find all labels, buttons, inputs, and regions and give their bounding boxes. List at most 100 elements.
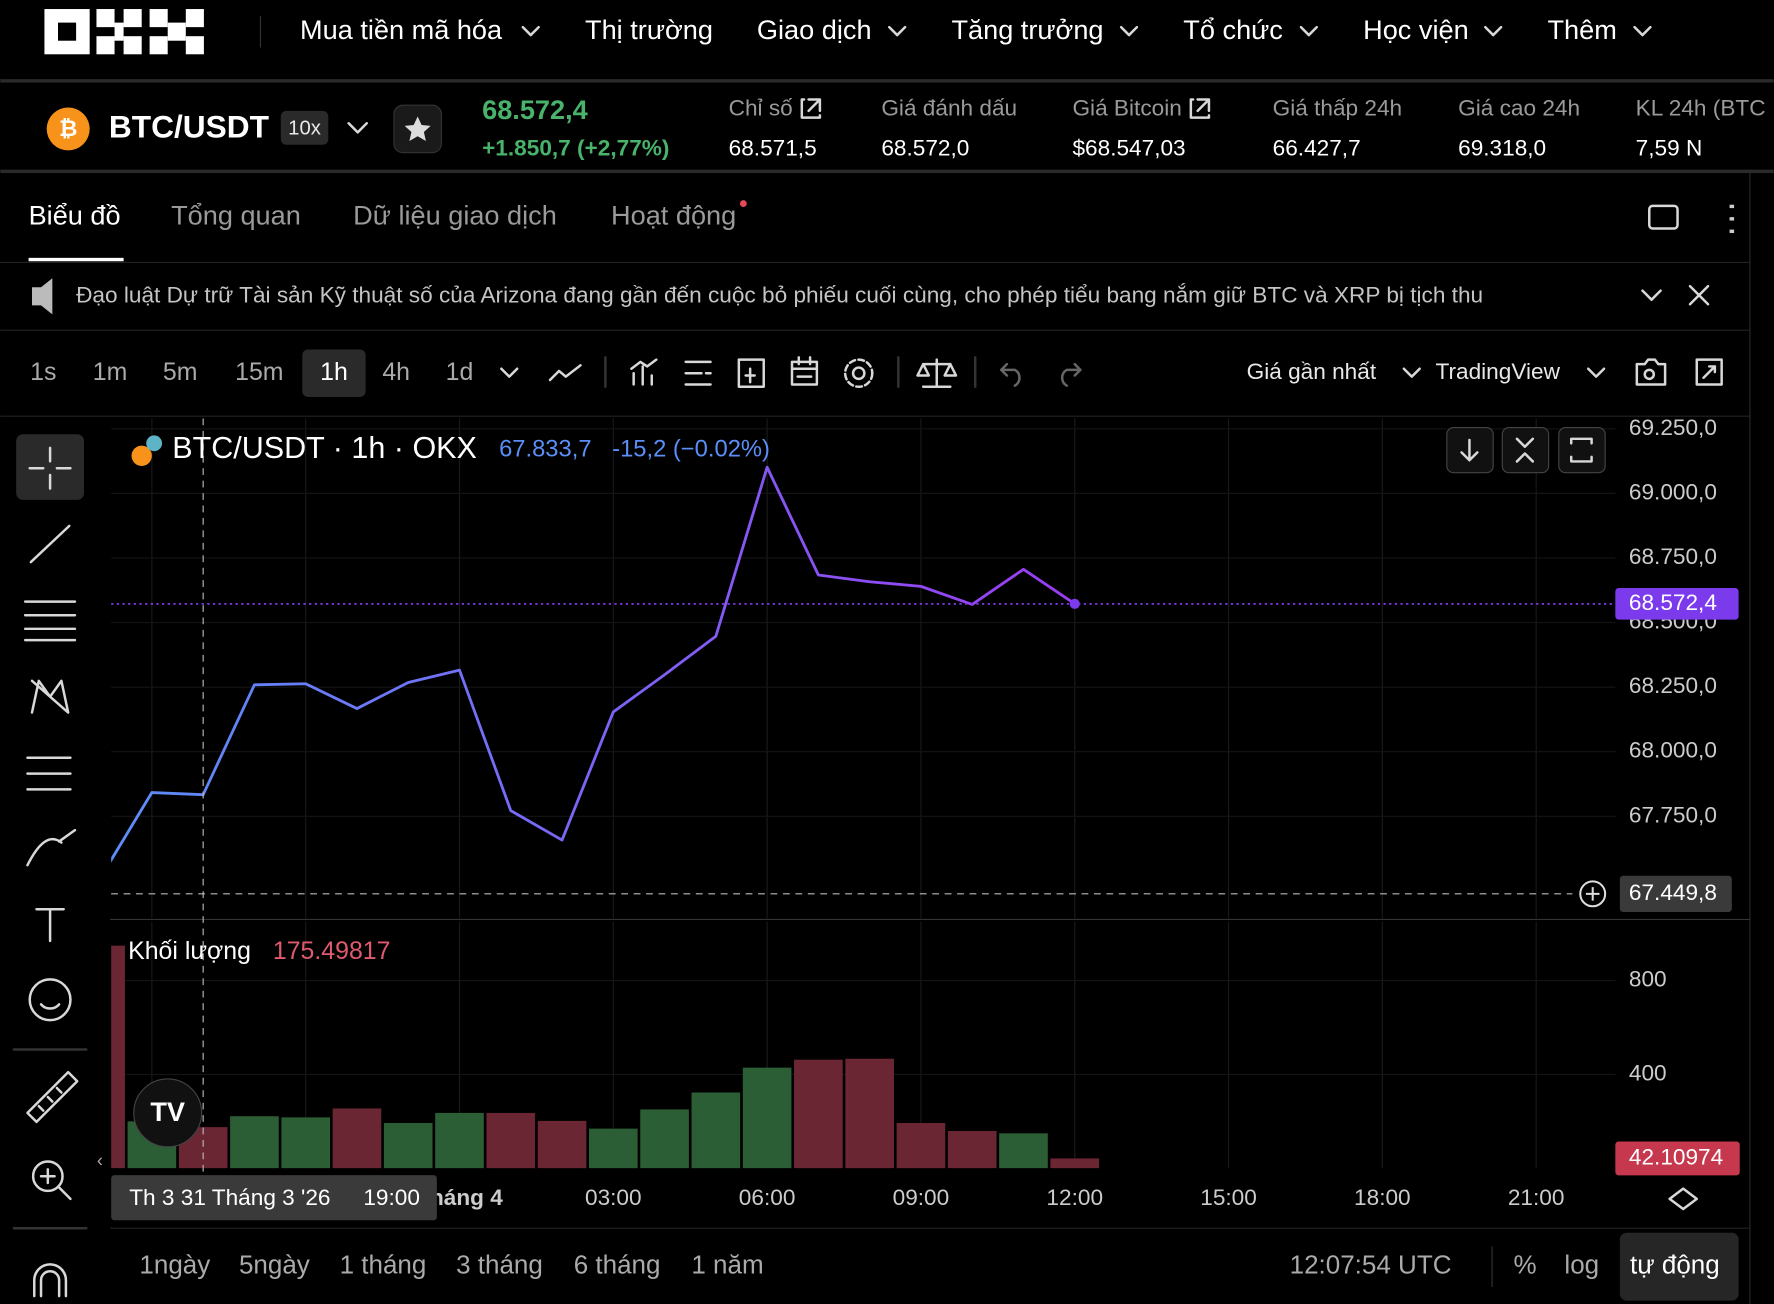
range[interactable]: 5ngày [239, 1250, 310, 1280]
pair-dropdown[interactable] [347, 122, 369, 134]
tradingview-logo[interactable] [133, 1078, 203, 1148]
x-tick-label: 03:00 [585, 1185, 642, 1210]
range[interactable]: 1ngày [139, 1250, 210, 1280]
crosshair-tool[interactable] [28, 446, 72, 490]
announcement[interactable]: Đạo luật Dự trữ Tài sản Kỹ thuật số của … [76, 282, 1483, 307]
external-link[interactable] [1189, 98, 1211, 119]
text-tool[interactable] [35, 908, 65, 943]
screenshot-lens [1643, 368, 1656, 381]
emoji-tool[interactable] [28, 978, 72, 1022]
chart-tools [548, 356, 1082, 389]
price-source[interactable]: Giá gần nhất [1247, 359, 1377, 384]
nav-item[interactable]: Tổ chức [1183, 14, 1283, 45]
price-source-dropdown[interactable] [1402, 367, 1421, 378]
legend-icon [131, 445, 152, 466]
close-announcement[interactable] [1688, 284, 1710, 306]
screenshot[interactable] [1635, 358, 1667, 386]
legend-change: -15,2 (−0.02%) [612, 435, 770, 462]
nav: Mua tiền mã hóa Thị trường Giao dịch Tăng t… [300, 14, 1652, 45]
volume-bar [999, 1133, 1048, 1169]
stat-label: Giá cao 24h [1458, 96, 1580, 121]
interval[interactable]: 1d [446, 358, 474, 386]
auto-toggle[interactable]: tự động [1630, 1250, 1720, 1280]
leverage-badge [280, 110, 329, 145]
measure-tool[interactable] [26, 1070, 79, 1124]
maximize[interactable] [1558, 426, 1606, 474]
interval[interactable]: 1h [320, 358, 348, 386]
x-tick-label: 18:00 [1354, 1185, 1411, 1210]
y-tick-label: 400 [1629, 1060, 1667, 1085]
stat-label: Giá đánh dấu [881, 96, 1017, 121]
logo[interactable] [44, 9, 204, 55]
add-alert[interactable] [1579, 880, 1607, 908]
projection-tool[interactable] [26, 756, 72, 791]
nav-item[interactable]: Giao dịch [757, 14, 872, 45]
zoom-icon [39, 1168, 72, 1201]
x-tick-label: 12:00 [1046, 1185, 1103, 1210]
y-tick-label: 68.250,0 [1629, 673, 1717, 698]
nav-item[interactable]: Học viện [1363, 14, 1469, 45]
crosshair-date: Th 3 31 Tháng 3 '26 [129, 1185, 330, 1210]
redo[interactable] [1060, 362, 1082, 387]
tab[interactable]: Tổng quan [171, 199, 301, 230]
y-tick-label: 69.000,0 [1629, 479, 1717, 504]
interval[interactable]: 1m [93, 358, 128, 386]
tab[interactable]: Biểu đồ [29, 199, 121, 230]
intervals: 1s 1m 5m 15m 1h 4h 1d [30, 349, 473, 397]
volume-bar [537, 1120, 587, 1169]
log-toggle[interactable]: log [1564, 1250, 1599, 1280]
fib-tool[interactable] [23, 600, 77, 642]
percent-toggle[interactable]: % [1514, 1250, 1537, 1280]
chart-type[interactable] [548, 364, 582, 382]
last-price-tag [1615, 588, 1739, 620]
range[interactable]: 6 tháng [574, 1250, 661, 1280]
tab[interactable]: Hoạt động [611, 199, 736, 230]
expand-announcement[interactable] [1641, 289, 1662, 301]
range[interactable]: 3 tháng [456, 1250, 543, 1280]
y-tick-label: 67.750,0 [1629, 802, 1717, 827]
more-button[interactable] [1729, 204, 1735, 233]
undo[interactable] [999, 362, 1021, 387]
range[interactable]: 1 năm [691, 1250, 763, 1280]
tab[interactable]: Dữ liệu giao dịch [353, 199, 557, 230]
interval[interactable]: 1s [30, 358, 56, 386]
nav-item[interactable]: Thị trường [585, 14, 713, 45]
interval[interactable]: 4h [382, 358, 410, 386]
templates[interactable] [684, 360, 712, 386]
settings-center [851, 366, 866, 381]
nav-item[interactable]: Tăng trưởng [951, 14, 1103, 45]
interval-dropdown[interactable] [500, 367, 519, 378]
interval[interactable]: 15m [235, 358, 283, 386]
indicators[interactable] [630, 358, 658, 386]
fullscreen[interactable] [1695, 358, 1723, 386]
formula[interactable] [737, 358, 765, 389]
chart-engine-dropdown[interactable] [1586, 367, 1606, 378]
replay[interactable] [790, 356, 819, 386]
crosshair-time: 19:00 [363, 1185, 420, 1210]
magnet-tool[interactable] [33, 1263, 68, 1298]
axis-settings[interactable] [1668, 1187, 1699, 1211]
dropdown-chevron [1484, 25, 1503, 37]
settings[interactable] [843, 358, 874, 389]
stat-value: 69.318,0 [1458, 135, 1546, 160]
stat-value: $68.547,03 [1072, 135, 1185, 160]
compare[interactable] [916, 358, 958, 389]
trendline-tool[interactable] [29, 524, 71, 564]
collapse[interactable] [1501, 426, 1550, 474]
external-link[interactable] [800, 98, 822, 119]
price-line-group [111, 465, 1076, 863]
tabs: Biểu đồ Tổng quan Dữ liệu giao dịch Hoạt độ… [28, 199, 736, 262]
nav-item[interactable]: Mua tiền mã hóa [300, 14, 503, 45]
emoji-smile [39, 1003, 61, 1010]
nav-item[interactable]: Thêm [1547, 14, 1616, 45]
chart-engine[interactable]: TradingView [1436, 359, 1561, 384]
layout-button[interactable] [1648, 204, 1679, 230]
range[interactable]: 1 tháng [340, 1250, 427, 1280]
brush-tool[interactable] [26, 828, 77, 867]
chart-title: BTC/USDT · 1h · OKX [172, 431, 477, 465]
zoom-tool[interactable] [31, 1160, 64, 1193]
scroll-left[interactable]: ‹ [97, 1150, 103, 1170]
pattern-tool[interactable] [30, 679, 70, 714]
interval[interactable]: 5m [163, 358, 198, 386]
